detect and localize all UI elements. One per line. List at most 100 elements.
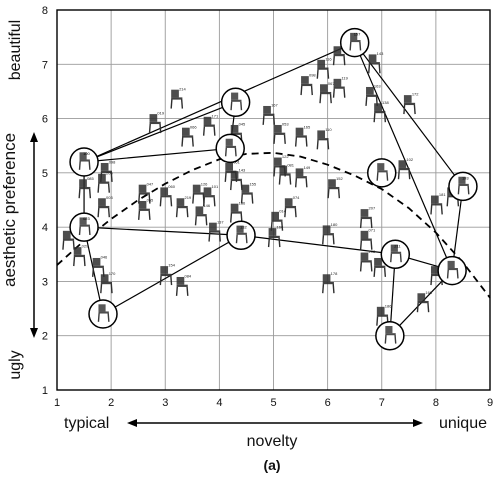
highlighted-point [375, 320, 405, 351]
point-id-label: 067 [328, 81, 335, 86]
y-tick-label: 5 [42, 168, 48, 180]
connection-line [83, 42, 355, 163]
point-id-label: 172 [412, 92, 419, 97]
tick-labels: 1 2 3 4 5 6 7 8 9 1 2 3 4 5 6 7 8 [42, 5, 493, 409]
plot-frame [56, 9, 491, 391]
y-low-label: ugly [7, 350, 24, 379]
point-id-label: 081 [287, 162, 294, 167]
point-id-label: 060 [168, 184, 175, 189]
x-tick-label: 2 [108, 397, 114, 409]
data-point: 053 [273, 122, 289, 144]
point-id-label: 014 [279, 208, 286, 213]
point-id-label: 019 [157, 111, 164, 116]
connection-line [102, 234, 242, 315]
x-low-label: typical [64, 415, 109, 432]
point-id-label: 143 [239, 168, 246, 173]
point-id-label: 170 [109, 271, 116, 276]
highlight-id-label: 023 [83, 216, 90, 221]
data-point: 055 [138, 198, 154, 220]
data-point: 084 [175, 274, 192, 296]
point-id-label: 101 [212, 184, 219, 189]
figure-caption: (a) [263, 457, 280, 473]
data-point: 060 [159, 184, 176, 207]
highlighted-point [88, 299, 118, 329]
point-id-label: 029 [82, 244, 89, 249]
data-point: 081 [278, 162, 295, 185]
point-id-label: 116 [325, 56, 332, 61]
fit-curve [56, 151, 491, 299]
point-id-label: 207 [369, 206, 376, 211]
highlight-id-label: 211 [394, 243, 401, 248]
connection-line [83, 101, 236, 163]
point-id-label: 122 [282, 154, 289, 159]
y-tick-label: 3 [42, 276, 48, 288]
point-id-label: 165 [304, 124, 311, 129]
point-id-label: 214 [179, 86, 186, 91]
data-point: 101 [202, 184, 219, 207]
data-point: 138 [373, 100, 389, 123]
x-axis-label: novelty [247, 433, 298, 450]
y-tick-label: 7 [42, 59, 48, 71]
connection-line [84, 226, 242, 236]
data-points: 1081161430980671192141631721671380191710… [62, 43, 463, 326]
point-id-label: 219 [184, 195, 191, 200]
data-point: 136 [230, 200, 246, 223]
highlighted-point [437, 255, 467, 286]
highlighted-points: 100 023 132 157 193 211 [69, 27, 478, 351]
x-tick-label: 6 [325, 397, 331, 409]
data-point: 163 [365, 84, 381, 106]
point-id-label: 178 [331, 271, 338, 276]
point-id-label: 084 [184, 274, 191, 279]
y-axis-arrow [30, 132, 38, 338]
data-point: 155 [240, 181, 257, 204]
point-id-label: 160 [277, 225, 284, 230]
highlighted-point: 023 [69, 212, 99, 242]
x-tick-label: 8 [433, 397, 439, 409]
highlighted-point: 211 [380, 239, 411, 270]
x-tick-label: 3 [162, 397, 168, 409]
highlight-id-label: 157 [354, 32, 361, 37]
highlighted-point [215, 133, 245, 164]
point-id-label: 066 [190, 124, 197, 129]
data-point: 102 [397, 157, 414, 180]
x-tick-label: 9 [487, 397, 493, 409]
data-point: 152 [327, 176, 343, 199]
point-id-label: 046 [101, 255, 108, 260]
y-axis-label: aesthetic preference [0, 133, 19, 287]
point-id-label: 055 [147, 198, 154, 203]
point-id-label: 180 [331, 222, 338, 227]
highlight-id-label: 132 [240, 224, 247, 229]
data-point: 165 [294, 124, 311, 147]
data-point: 074 [284, 195, 300, 218]
highlighted-point [367, 158, 397, 188]
connection-line [354, 42, 453, 271]
point-id-label: 143 [377, 51, 384, 56]
data-point: 180 [322, 222, 338, 245]
data-point: 205 [97, 170, 113, 193]
y-tick-label: 1 [42, 385, 48, 397]
data-point: 160 [267, 225, 284, 248]
point-id-label: 085 [87, 176, 94, 181]
point-id-label: 149 [304, 165, 311, 170]
highlighted-point: 132 [226, 220, 256, 251]
point-id-label: 138 [382, 100, 389, 105]
data-point: 167 [262, 103, 279, 125]
point-id-label: 168 [425, 290, 432, 295]
data-point: 003 [97, 195, 113, 218]
data-point: 178 [322, 271, 338, 294]
point-id-label: 181 [439, 192, 446, 197]
point-id-label: 061 [233, 160, 240, 165]
data-point: 116 [316, 56, 332, 79]
data-point: 170 [100, 271, 116, 294]
data-point: 208 [359, 249, 376, 272]
x-tick-label: 1 [54, 397, 60, 409]
y-tick-label: 4 [42, 222, 48, 234]
data-point: 071 [359, 227, 376, 250]
data-point: 207 [359, 206, 376, 229]
data-point: 067 [319, 81, 335, 104]
grid [56, 9, 491, 391]
data-point: 214 [170, 86, 187, 109]
point-id-label: 098 [309, 73, 316, 78]
highlighted-point: 157 [339, 27, 370, 58]
